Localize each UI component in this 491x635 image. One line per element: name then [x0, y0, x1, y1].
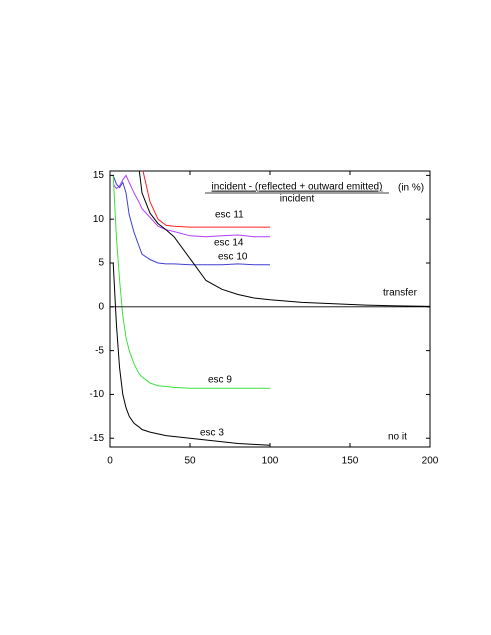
y-tick-label: 10: [93, 214, 105, 225]
series-line: [112, 175, 270, 389]
series-label: esc 10: [218, 252, 248, 263]
plot-frame: [109, 170, 431, 448]
x-tick-label: 200: [422, 456, 439, 467]
y-tick-label: -15: [90, 433, 105, 444]
title-numerator: incident - (reflected + outward emitted): [212, 182, 383, 193]
y-tick-label: 15: [93, 170, 105, 181]
y-tick-label: -10: [90, 389, 105, 400]
x-tick-label: 50: [184, 456, 196, 467]
x-tick-label: 100: [262, 456, 279, 467]
series-label: transfer: [383, 288, 418, 299]
y-tick-label: 5: [98, 258, 104, 269]
title-unit: (in %): [398, 183, 424, 194]
annotation: no it: [388, 432, 407, 443]
y-tick-label: -5: [95, 345, 104, 356]
y-tick-label: 0: [98, 301, 104, 312]
series-line: [142, 171, 270, 228]
series-line: [138, 171, 430, 307]
x-tick-label: 150: [342, 456, 359, 467]
series-line: [112, 174, 270, 238]
series-label: esc 14: [214, 238, 244, 249]
series-line: [112, 262, 271, 446]
series-label: esc 9: [208, 375, 232, 386]
title-denominator: incident: [280, 194, 315, 205]
series-label: esc 11: [215, 210, 244, 221]
series-label: esc 3: [200, 428, 224, 439]
series-line: [112, 175, 270, 266]
plot-area: [112, 171, 430, 446]
x-tick-label: 0: [107, 456, 113, 467]
